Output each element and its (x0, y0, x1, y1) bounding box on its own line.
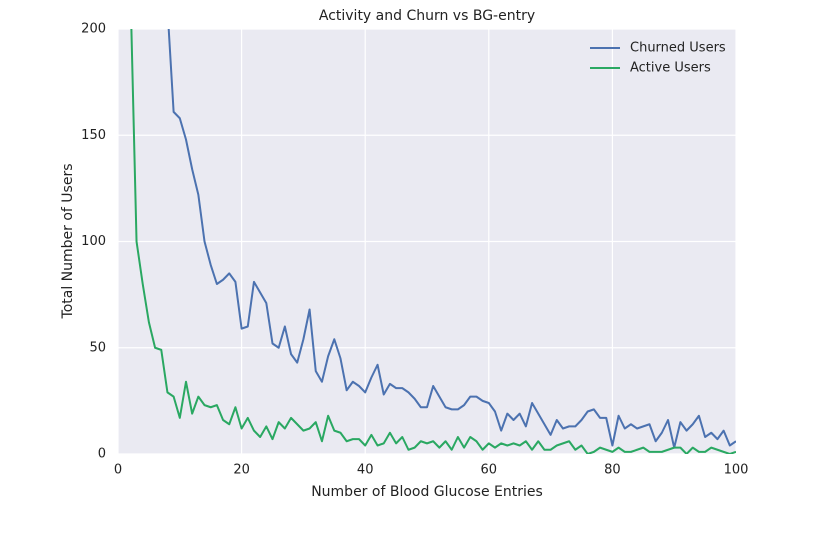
legend-label: Active Users (630, 61, 711, 76)
legend-label: Churned Users (630, 41, 726, 56)
x-tick-label: 0 (114, 463, 122, 478)
x-tick-label: 20 (233, 463, 250, 478)
y-tick-label: 50 (89, 340, 106, 355)
y-tick-label: 100 (81, 234, 106, 249)
x-tick-label: 80 (604, 463, 621, 478)
y-tick-label: 150 (81, 128, 106, 143)
y-tick-label: 0 (98, 447, 106, 462)
lines (130, 29, 736, 454)
chart-title: Activity and Churn vs BG-entry (319, 8, 535, 24)
x-tick-label: 60 (481, 463, 498, 478)
x-tick-label: 40 (357, 463, 374, 478)
x-axis-label: Number of Blood Glucose Entries (311, 484, 543, 500)
data-line (130, 29, 736, 454)
x-tick-label: 100 (724, 463, 749, 478)
y-axis-label: Total Number of Users (60, 164, 76, 320)
grid (117, 28, 737, 455)
y-tick-label: 200 (81, 22, 106, 37)
data-line (167, 29, 736, 449)
legend: Churned Users Active Users (590, 41, 726, 76)
